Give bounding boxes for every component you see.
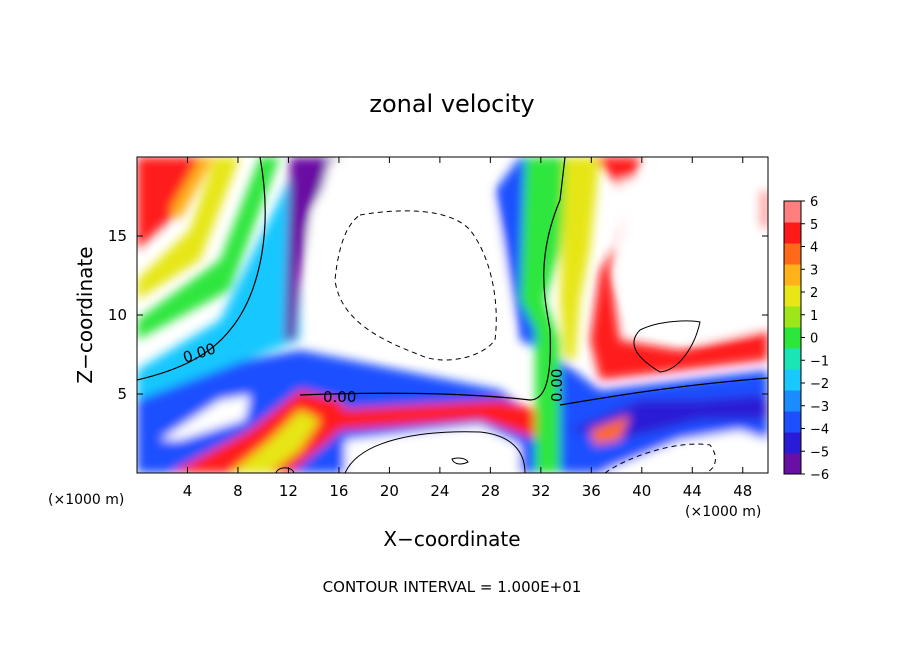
field-white-center-bottom xyxy=(345,425,520,473)
field-band-green-left xyxy=(137,157,280,340)
field-band-orange-left xyxy=(170,157,215,220)
field-band-yellow-lower xyxy=(230,410,320,473)
contour-zero-left xyxy=(137,157,266,381)
x-tick-label: 48 xyxy=(733,482,752,500)
x-tick-label: 40 xyxy=(632,482,651,500)
x-axis-label: X−coordinate xyxy=(383,527,520,551)
field-band-blue-base xyxy=(137,157,768,473)
x-tick-label: 32 xyxy=(531,482,550,500)
field-white-left-pocket xyxy=(160,395,250,440)
colorbar-swatch xyxy=(784,201,801,223)
contour-dashed-center xyxy=(334,210,497,361)
colorbar-tick-label: 5 xyxy=(810,218,818,233)
colorbar-swatch xyxy=(784,390,801,412)
x-unit-left: (×1000 m) xyxy=(48,492,124,508)
heatmap-field: 0.00 0.00 0.00 xyxy=(137,157,768,473)
contour-zero-right xyxy=(559,377,768,406)
colorbar-swatch xyxy=(784,243,801,265)
x-tick-label: 28 xyxy=(481,482,500,500)
colorbar xyxy=(784,201,801,475)
x-tick-label: 24 xyxy=(430,482,449,500)
x-tick-label: 8 xyxy=(233,482,243,500)
colorbar-tick-label: 0 xyxy=(810,332,818,347)
field-band-cyan-left xyxy=(137,157,300,400)
colorbar-swatch xyxy=(784,222,801,244)
x-tick-label: 12 xyxy=(279,482,298,500)
contour-lines xyxy=(137,157,768,473)
contour-interval-note: CONTOUR INTERVAL = 1.000E+01 xyxy=(323,578,582,596)
colorbar-tick-label: 4 xyxy=(810,241,818,256)
colorbar-swatch xyxy=(784,411,801,433)
x-tick-label: 4 xyxy=(183,482,193,500)
colorbar-swatch xyxy=(784,453,801,475)
field-band-red-right xyxy=(590,157,768,380)
y-tick-label: 15 xyxy=(108,227,127,245)
colorbar-tick-label: 2 xyxy=(810,286,818,301)
x-axis-ticks: 4 8 12 16 20 24 28 32 36 40 44 48 xyxy=(183,157,752,500)
contour-right-loop xyxy=(633,320,701,373)
field-band-yellow-center xyxy=(560,157,600,360)
colorbar-tick-label: 3 xyxy=(810,263,818,278)
colorbar-swatch xyxy=(784,285,801,307)
contour-zero-center xyxy=(299,157,566,401)
y-axis-ticks: 5 10 15 xyxy=(108,227,768,403)
field-white-center xyxy=(310,160,510,360)
colorbar-swatch xyxy=(784,348,801,370)
colorbar-labels: 6 5 4 3 2 1 0 −1 −2 −3 −4 −5 −6 xyxy=(801,195,829,483)
field-white-right-top xyxy=(620,170,760,340)
chart-title: zonal velocity xyxy=(369,90,534,118)
colorbar-tick-label: −4 xyxy=(810,423,829,438)
field-band-purple-left xyxy=(285,157,340,340)
colorbar-tick-label: −2 xyxy=(810,377,829,392)
colorbar-swatch xyxy=(784,369,801,391)
contour-zero-bottom xyxy=(344,431,526,473)
field-band-yellow-left xyxy=(137,157,240,300)
y-axis-label: Z−coordinate xyxy=(73,246,97,383)
colorbar-tick-label: −1 xyxy=(810,354,829,369)
colorbar-tick-label: −6 xyxy=(810,468,829,483)
contour-label-vertical: 0.00 xyxy=(548,369,566,402)
colorbar-swatch xyxy=(784,264,801,286)
x-tick-label: 20 xyxy=(380,482,399,500)
x-tick-label: 44 xyxy=(683,482,702,500)
colorbar-swatch xyxy=(784,327,801,349)
field-band-red-mid xyxy=(330,400,540,440)
colorbar-tick-label: 1 xyxy=(810,309,818,324)
contour-circle-left xyxy=(275,467,295,473)
colorbar-tick-label: 6 xyxy=(810,195,818,210)
colorbar-tick-label: −3 xyxy=(810,400,829,415)
contour-label-center: 0.00 xyxy=(323,388,356,406)
field-white-right-pocket xyxy=(600,430,768,473)
colorbar-swatch xyxy=(784,306,801,328)
colorbar-swatch xyxy=(784,432,801,454)
contour-small-loop xyxy=(451,457,469,465)
y-tick-label: 5 xyxy=(117,385,127,403)
field-band-orange-right-low xyxy=(590,415,630,445)
x-tick-label: 36 xyxy=(582,482,601,500)
x-unit-right: (×1000 m) xyxy=(685,504,761,520)
x-tick-label: 16 xyxy=(329,482,348,500)
field-band-green-center xyxy=(520,157,570,473)
field-band-red-lower xyxy=(170,390,350,473)
y-tick-label: 10 xyxy=(108,306,127,324)
colorbar-tick-label: −5 xyxy=(810,445,829,460)
